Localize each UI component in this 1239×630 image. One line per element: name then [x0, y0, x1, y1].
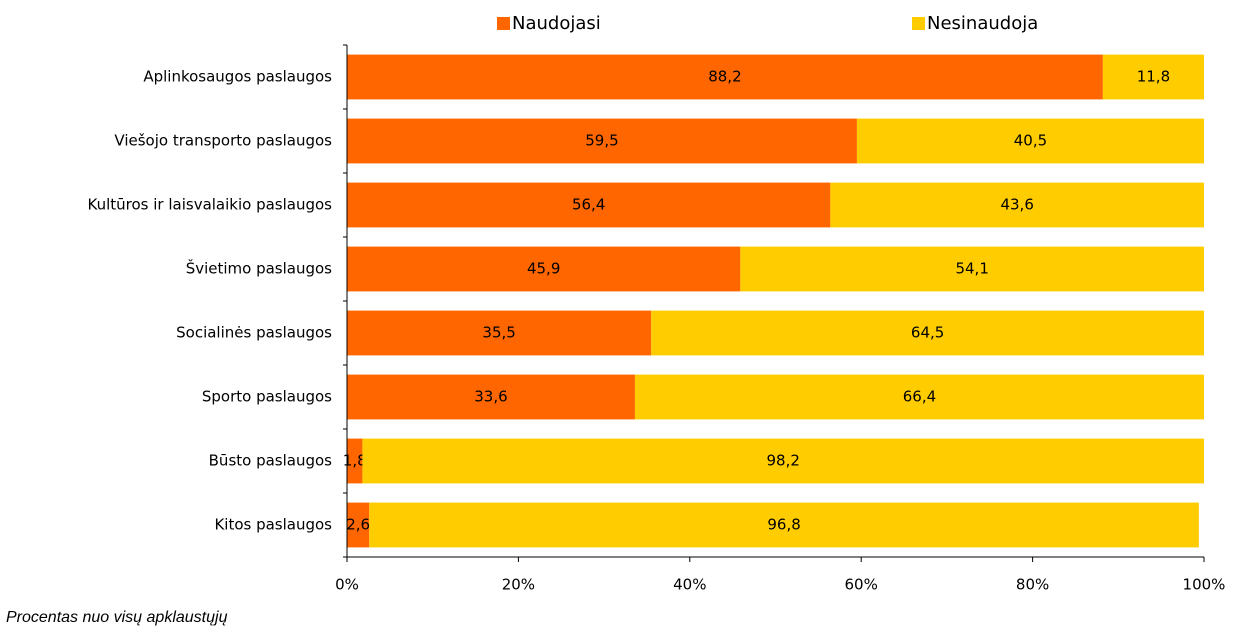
- data-label: 56,4: [572, 196, 605, 214]
- legend-swatch: [497, 17, 510, 30]
- x-tick-label: 20%: [502, 576, 535, 594]
- y-tick-label: Aplinkosaugos paslaugos: [143, 68, 332, 86]
- bar-segment: [347, 118, 857, 164]
- y-tick-label: Viešojo transporto paslaugos: [114, 132, 332, 150]
- data-label: 35,5: [482, 324, 515, 342]
- y-tick-label: Kitos paslaugos: [214, 516, 332, 534]
- legend-text: Naudojasi: [512, 13, 601, 34]
- data-label: 66,4: [903, 388, 936, 406]
- data-label: 96,8: [767, 516, 800, 534]
- data-label: 98,2: [767, 452, 800, 470]
- data-label: 88,2: [708, 68, 741, 86]
- bar-segment: [740, 246, 1204, 292]
- y-tick-label: Socialinės paslaugos: [176, 324, 332, 342]
- bar-segment: [856, 118, 1204, 164]
- bar-segment: [634, 374, 1204, 420]
- data-label: 54,1: [955, 260, 988, 278]
- bar-segment: [347, 246, 741, 292]
- y-tick-label: Sporto paslaugos: [202, 388, 332, 406]
- bar-segment: [347, 438, 363, 484]
- x-tick-label: 0%: [335, 576, 359, 594]
- x-tick-label: 80%: [1016, 576, 1049, 594]
- bar-segment: [830, 182, 1204, 228]
- bar-segment: [651, 310, 1204, 356]
- bar-segment: [1102, 54, 1204, 100]
- data-label: 64,5: [911, 324, 944, 342]
- data-label: 1,8: [343, 452, 367, 470]
- data-label: 33,6: [474, 388, 507, 406]
- y-tick-label: Švietimo paslaugos: [186, 259, 332, 278]
- data-label: 59,5: [585, 132, 618, 150]
- y-tick-label: Kultūros ir laisvalaikio paslaugos: [88, 196, 333, 214]
- x-tick-label: 40%: [673, 576, 706, 594]
- legend-swatch: [912, 17, 925, 30]
- bar-segment: [347, 54, 1103, 100]
- data-label: 45,9: [527, 260, 560, 278]
- data-label: 11,8: [1137, 68, 1170, 86]
- x-tick-label: 60%: [845, 576, 878, 594]
- bar-segment: [347, 182, 831, 228]
- bar-segment: [347, 502, 370, 548]
- data-label: 2,6: [346, 516, 370, 534]
- x-tick-label: 100%: [1183, 576, 1226, 594]
- bar-segment: [362, 438, 1204, 484]
- bar-segment: [347, 310, 652, 356]
- legend-text: Nesinaudoja: [927, 13, 1038, 34]
- bar-segment: [369, 502, 1199, 548]
- data-label: 40,5: [1014, 132, 1047, 150]
- data-label: 43,6: [1000, 196, 1033, 214]
- y-tick-label: Būsto paslaugos: [209, 452, 333, 470]
- bar-segment: [347, 374, 635, 420]
- footnote: Procentas nuo visų apklaustųjų: [6, 609, 228, 626]
